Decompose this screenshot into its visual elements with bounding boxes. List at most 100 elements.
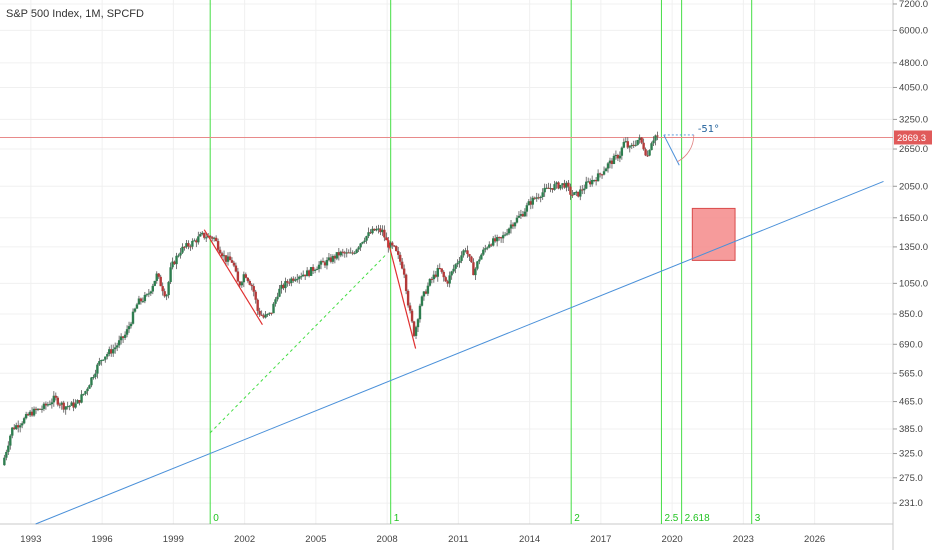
candle-body [575,191,578,193]
candle-body [163,291,166,297]
candle-body [331,255,335,262]
candle-body [113,347,117,350]
candle-body [246,277,249,281]
candle-body [515,217,519,223]
candle-body [486,247,489,249]
candle-body [309,267,313,276]
candle-body [321,261,325,263]
price-tick-label: 7200.0 [899,0,928,10]
candle-body [260,314,263,316]
candle-body [54,395,58,398]
candle-body [529,201,533,205]
candle-body [187,243,190,247]
candle-body [92,376,95,378]
candle-body [238,281,242,286]
price-tick-label: 275.0 [899,473,923,484]
candle-body [444,277,447,282]
candle-body [533,197,536,199]
candle-body [315,268,319,270]
candle-body [345,252,348,254]
candle-body [517,215,521,218]
candle-body [212,237,216,239]
candle-body [131,311,135,324]
angle-trendline[interactable] [663,134,680,166]
candle-body [15,425,18,430]
red-trendline[interactable] [203,229,263,325]
time-tick-label: 2008 [377,534,398,545]
target-box[interactable] [691,207,736,261]
candle-body [185,243,188,248]
candle-body [201,232,204,235]
candle-body [474,268,477,276]
candle-body [446,281,449,284]
candle-body [541,192,544,197]
candle-body [642,142,645,150]
candle-body [333,255,337,259]
candle-body [462,250,465,256]
candle-body [177,255,180,257]
candle-body [438,267,441,269]
candle-body [319,261,323,265]
candle-body [398,254,402,262]
candle-body [323,262,327,266]
candle-body [596,173,600,182]
candle-body [406,290,410,306]
candle-body [46,404,50,406]
candle-body [359,243,362,248]
candle-body [68,405,71,407]
time-tick-label: 2011 [448,534,468,545]
candle-body [108,349,111,355]
candle-body [300,276,303,278]
price-tick-label: 1350.0 [899,242,928,253]
candle-body [214,237,218,242]
candle-body [656,135,659,137]
candle-body [511,224,515,227]
candle-body [426,285,430,294]
candle-body [78,400,81,403]
candle-body [296,278,299,280]
candle-body [119,336,123,341]
candle-body [234,265,238,272]
candle-body [416,319,420,328]
candle-body [600,174,604,176]
candle-body [189,246,192,248]
candle-body [282,284,285,289]
candle-body [50,402,54,405]
candle-body [48,404,52,406]
candle-body [343,252,346,254]
candle-body [347,252,350,254]
trendline-blue[interactable] [35,180,884,525]
candle-body [155,273,158,281]
candle-body [412,321,416,336]
candle-body [361,241,364,244]
candle-body [476,261,479,269]
candle-body [535,197,538,199]
candle-body [88,385,91,389]
time-tick-label: 2026 [804,534,825,545]
candle-body [375,229,378,231]
candle-body [622,142,626,148]
candle-body [224,255,228,262]
candle-body [90,377,93,386]
candle-body [373,228,376,231]
fib-time-label: 3 [755,513,761,524]
candle-body [60,402,63,405]
candle-body [460,255,463,261]
candle-body [258,310,261,315]
candle-body [561,183,564,185]
candle-body [3,457,6,466]
candle-body [428,278,432,286]
candle-body [305,270,309,277]
candle-body [630,144,633,147]
red-trendline[interactable] [386,237,417,349]
candle-body [383,229,386,238]
time-tick-label: 1999 [163,534,184,545]
candle-body [389,242,392,248]
candle-body [274,299,277,304]
candle-body [432,274,436,280]
candle-body [313,269,317,271]
candle-body [96,364,99,374]
candle-body [80,394,83,403]
